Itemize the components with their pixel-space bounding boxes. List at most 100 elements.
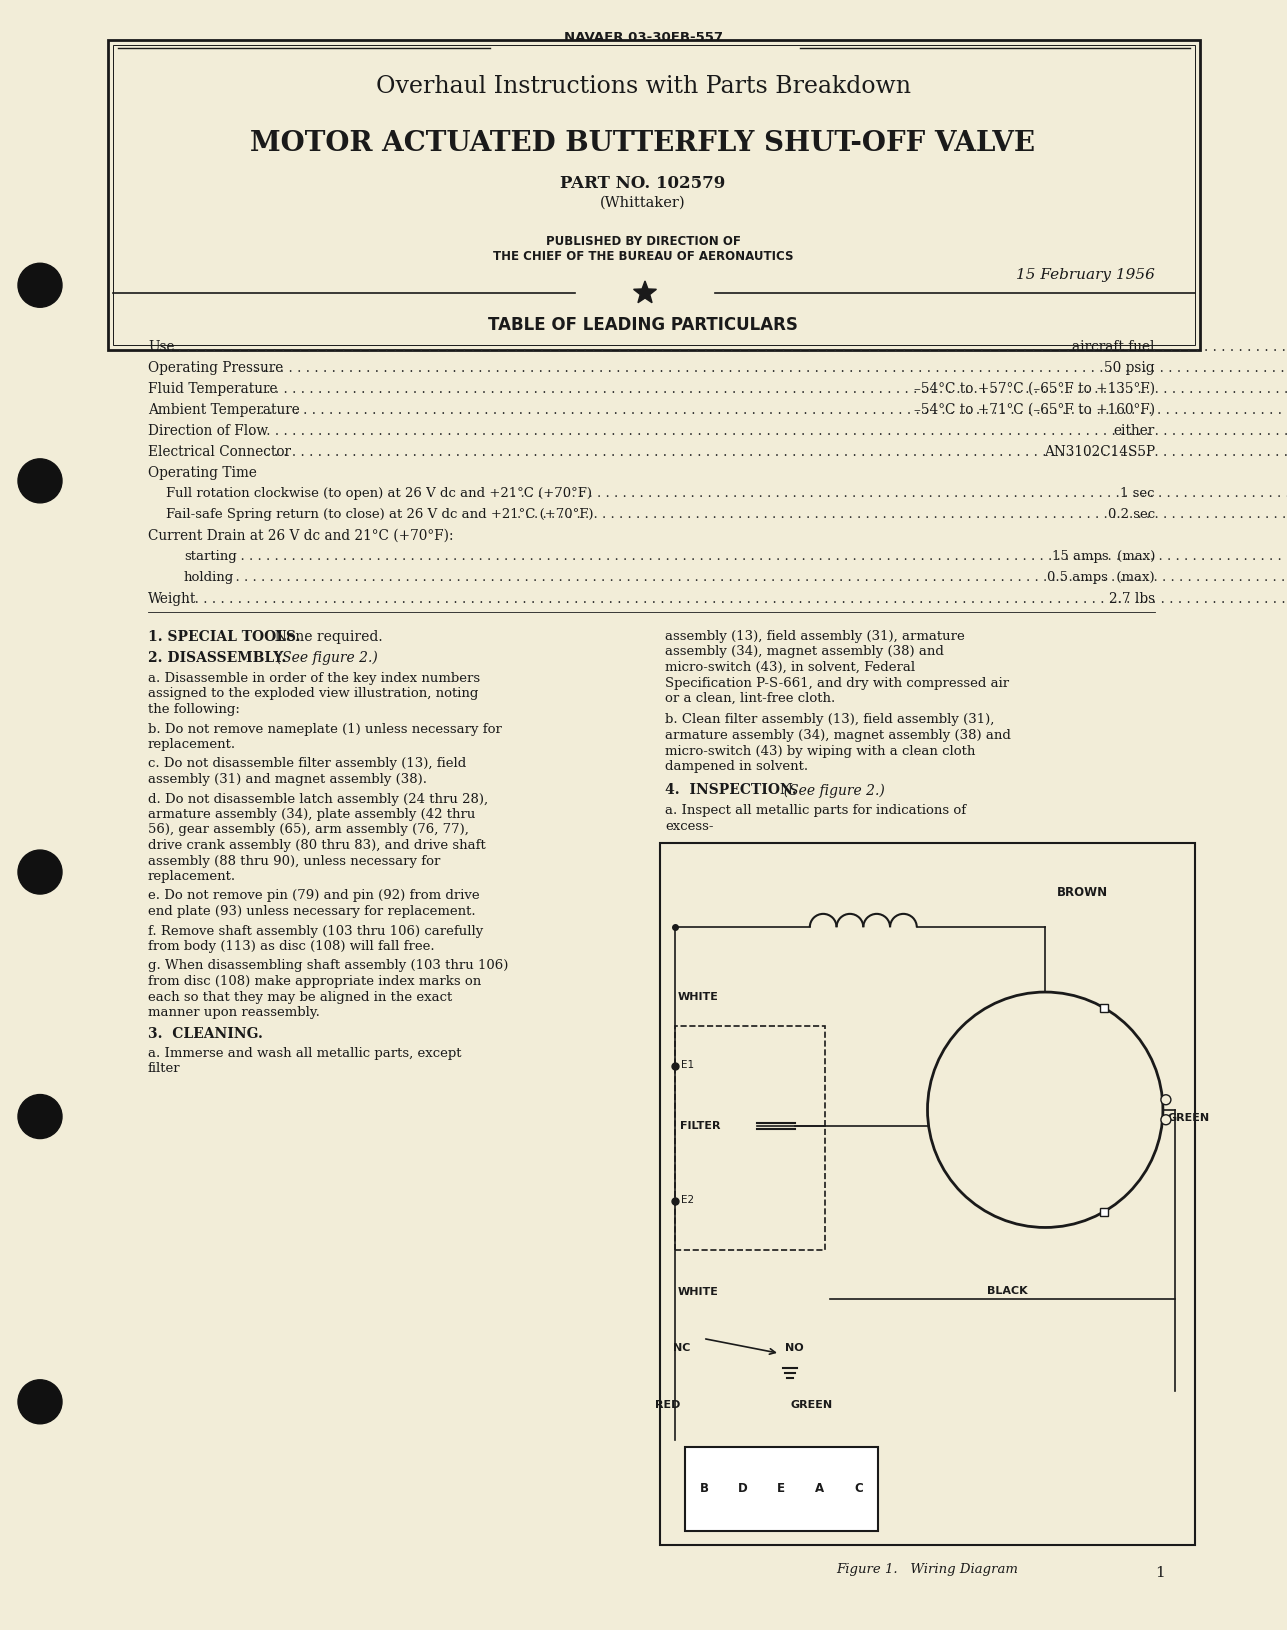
Text: (See figure 2.): (See figure 2.) — [775, 784, 884, 799]
Text: . . . . . . . . . . . . . . . . . . . . . . . . . . . . . . . . . . . . . . . . : . . . . . . . . . . . . . . . . . . . . … — [255, 360, 1287, 375]
Text: 56), gear assembly (65), arm assembly (76, 77),: 56), gear assembly (65), arm assembly (7… — [148, 823, 468, 836]
Text: B: B — [700, 1482, 709, 1495]
Circle shape — [18, 460, 62, 502]
Text: 4.  INSPECTION.: 4. INSPECTION. — [665, 784, 797, 797]
Text: . . . . . . . . . . . . . . . . . . . . . . . . . . . . . . . . . . . . . . . . : . . . . . . . . . . . . . . . . . . . . … — [227, 570, 1287, 584]
Text: Use: Use — [148, 341, 175, 354]
Text: the following:: the following: — [148, 703, 239, 716]
Text: . . . . . . . . . . . . . . . . . . . . . . . . . . . . . . . . . . . . . . . . : . . . . . . . . . . . . . . . . . . . . … — [169, 341, 1287, 354]
Text: NO: NO — [785, 1343, 803, 1353]
Text: holding: holding — [184, 570, 234, 584]
Text: E1: E1 — [681, 1060, 694, 1069]
Text: (Whittaker): (Whittaker) — [600, 196, 686, 210]
Text: filter: filter — [148, 1063, 180, 1076]
Text: from body (113) as disc (108) will fall free.: from body (113) as disc (108) will fall … — [148, 941, 435, 954]
Text: a. Immerse and wash all metallic parts, except: a. Immerse and wash all metallic parts, … — [148, 1046, 462, 1060]
Bar — [1100, 1208, 1108, 1216]
Text: replacement.: replacement. — [148, 870, 236, 883]
Text: (See figure 2.): (See figure 2.) — [268, 650, 378, 665]
Text: Full rotation clockwise (to open) at 26 V dc and +21°C (+70°F): Full rotation clockwise (to open) at 26 … — [166, 487, 592, 500]
Text: . . . . . . . . . . . . . . . . . . . . . . . . . . . . . . . . . . . . . . . . : . . . . . . . . . . . . . . . . . . . . … — [517, 509, 1287, 522]
Text: excess-: excess- — [665, 820, 713, 833]
Text: Weight: Weight — [148, 592, 197, 606]
Text: . . . . . . . . . . . . . . . . . . . . . . . . . . . . . . . . . . . . . . . . : . . . . . . . . . . . . . . . . . . . . … — [260, 403, 1287, 417]
Text: b. Clean filter assembly (13), field assembly (31),: b. Clean filter assembly (13), field ass… — [665, 714, 995, 727]
Polygon shape — [633, 280, 656, 303]
Bar — [674, 1025, 825, 1250]
Text: Direction of Flow: Direction of Flow — [148, 424, 268, 438]
Text: d. Do not disassemble latch assembly (24 thru 28),: d. Do not disassemble latch assembly (24… — [148, 792, 488, 805]
Text: dampened in solvent.: dampened in solvent. — [665, 760, 808, 773]
Text: PART NO. 102579: PART NO. 102579 — [560, 174, 726, 192]
Text: Figure 1.   Wiring Diagram: Figure 1. Wiring Diagram — [837, 1563, 1018, 1576]
Text: E: E — [777, 1482, 785, 1495]
Text: Fail-safe Spring return (to close) at 26 V dc and +21°C (+70°F): Fail-safe Spring return (to close) at 26… — [166, 509, 593, 522]
Text: micro-switch (43), in solvent, Federal: micro-switch (43), in solvent, Federal — [665, 662, 915, 673]
Text: replacement.: replacement. — [148, 738, 236, 751]
Text: WHITE: WHITE — [678, 1288, 719, 1297]
Text: BROWN: BROWN — [1057, 885, 1108, 898]
Text: 3.  CLEANING.: 3. CLEANING. — [148, 1027, 263, 1042]
Circle shape — [18, 1095, 62, 1138]
Text: . . . . . . . . . . . . . . . . . . . . . . . . . . . . . . . . . . . . . . . . : . . . . . . . . . . . . . . . . . . . . … — [232, 549, 1287, 562]
Text: –54°C to +71°C (–65°F to +160°F): –54°C to +71°C (–65°F to +160°F) — [914, 403, 1154, 417]
Text: a. Disassemble in order of the key index numbers: a. Disassemble in order of the key index… — [148, 672, 480, 685]
Text: None required.: None required. — [266, 631, 382, 644]
Bar — [113, 46, 1196, 346]
Text: end plate (93) unless necessary for replacement.: end plate (93) unless necessary for repl… — [148, 905, 476, 918]
Text: PUBLISHED BY DIRECTION OF: PUBLISHED BY DIRECTION OF — [546, 235, 740, 248]
Text: starting: starting — [184, 549, 237, 562]
Text: D: D — [737, 1482, 748, 1495]
Text: assigned to the exploded view illustration, noting: assigned to the exploded view illustrati… — [148, 688, 479, 701]
Text: AN3102C14S5P: AN3102C14S5P — [1044, 445, 1154, 460]
Text: NC: NC — [673, 1343, 690, 1353]
Text: TABLE OF LEADING PARTICULARS: TABLE OF LEADING PARTICULARS — [488, 316, 798, 334]
Text: GREEN: GREEN — [1167, 1113, 1210, 1123]
Text: either: either — [1113, 424, 1154, 438]
Text: 2. DISASSEMBLY.: 2. DISASSEMBLY. — [148, 650, 287, 665]
Text: f. Remove shaft assembly (103 thru 106) carefully: f. Remove shaft assembly (103 thru 106) … — [148, 924, 483, 937]
Text: assembly (31) and magnet assembly (38).: assembly (31) and magnet assembly (38). — [148, 773, 427, 786]
Circle shape — [928, 993, 1163, 1227]
Circle shape — [1161, 1115, 1171, 1125]
Text: b. Do not remove nameplate (1) unless necessary for: b. Do not remove nameplate (1) unless ne… — [148, 722, 502, 735]
Circle shape — [1161, 1095, 1171, 1105]
Text: 2.7 lbs: 2.7 lbs — [1109, 592, 1154, 606]
Text: Electrical Connector: Electrical Connector — [148, 445, 291, 460]
Text: 0.2 sec: 0.2 sec — [1108, 509, 1154, 522]
Text: 1. SPECIAL TOOLS.: 1. SPECIAL TOOLS. — [148, 631, 300, 644]
Text: A: A — [815, 1482, 825, 1495]
Text: WHITE: WHITE — [678, 993, 719, 1002]
Text: . . . . . . . . . . . . . . . . . . . . . . . . . . . . . . . . . . . . . . . . : . . . . . . . . . . . . . . . . . . . . … — [248, 381, 1287, 396]
Circle shape — [18, 851, 62, 893]
Circle shape — [18, 264, 62, 306]
Text: Ambient Temperature: Ambient Temperature — [148, 403, 300, 417]
Text: manner upon reassembly.: manner upon reassembly. — [148, 1006, 320, 1019]
Text: MOTOR ACTUATED BUTTERFLY SHUT-OFF VALVE: MOTOR ACTUATED BUTTERFLY SHUT-OFF VALVE — [251, 130, 1036, 156]
Text: FILTER: FILTER — [680, 1120, 721, 1131]
Bar — [108, 41, 1199, 350]
Text: 1 sec: 1 sec — [1121, 487, 1154, 500]
Text: g. When disassembling shaft assembly (103 thru 106): g. When disassembling shaft assembly (10… — [148, 960, 508, 973]
Text: 15 February 1956: 15 February 1956 — [1017, 267, 1154, 282]
Text: assembly (88 thru 90), unless necessary for: assembly (88 thru 90), unless necessary … — [148, 854, 440, 867]
Text: armature assembly (34), plate assembly (42 thru: armature assembly (34), plate assembly (… — [148, 808, 475, 822]
Text: . . . . . . . . . . . . . . . . . . . . . . . . . . . . . . . . . . . . . . . . : . . . . . . . . . . . . . . . . . . . . … — [512, 487, 1287, 500]
Text: . . . . . . . . . . . . . . . . . . . . . . . . . . . . . . . . . . . . . . . . : . . . . . . . . . . . . . . . . . . . . … — [187, 592, 1287, 606]
Text: each so that they may be aligned in the exact: each so that they may be aligned in the … — [148, 991, 452, 1004]
Text: from disc (108) make appropriate index marks on: from disc (108) make appropriate index m… — [148, 975, 481, 988]
Text: . . . . . . . . . . . . . . . . . . . . . . . . . . . . . . . . . . . . . . . . : . . . . . . . . . . . . . . . . . . . . … — [248, 424, 1287, 438]
Text: assembly (34), magnet assembly (38) and: assembly (34), magnet assembly (38) and — [665, 645, 943, 659]
Text: THE CHIEF OF THE BUREAU OF AERONAUTICS: THE CHIEF OF THE BUREAU OF AERONAUTICS — [493, 249, 793, 262]
Text: NAVAER 03-30EB-557: NAVAER 03-30EB-557 — [564, 31, 722, 44]
Bar — [660, 843, 1196, 1545]
Text: 15 amps  (max): 15 amps (max) — [1051, 549, 1154, 562]
Text: a. Inspect all metallic parts for indications of: a. Inspect all metallic parts for indica… — [665, 804, 967, 817]
Text: 50 psig: 50 psig — [1104, 360, 1154, 375]
Text: Operating Pressure: Operating Pressure — [148, 360, 283, 375]
Text: RED: RED — [655, 1400, 680, 1410]
Text: 0.5 amps  (max): 0.5 amps (max) — [1048, 570, 1154, 584]
Text: Specification P-S-661, and dry with compressed air: Specification P-S-661, and dry with comp… — [665, 676, 1009, 689]
Text: e. Do not remove pin (79) and pin (92) from drive: e. Do not remove pin (79) and pin (92) f… — [148, 890, 480, 903]
Text: Current Drain at 26 V dc and 21°C (+70°F):: Current Drain at 26 V dc and 21°C (+70°F… — [148, 530, 453, 543]
